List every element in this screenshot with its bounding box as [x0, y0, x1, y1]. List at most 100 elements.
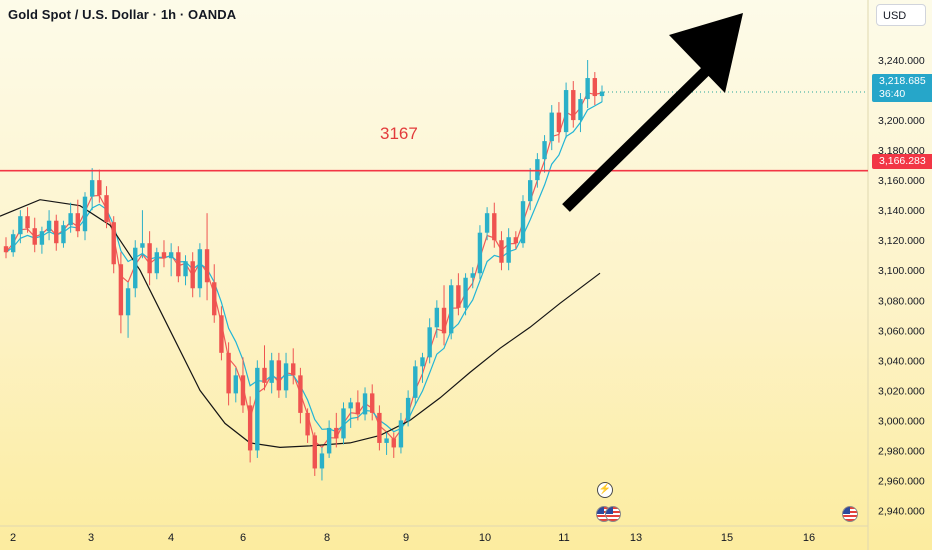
candle — [176, 246, 181, 283]
candle — [25, 207, 30, 233]
candle-body — [434, 307, 440, 328]
candle — [118, 252, 124, 334]
candle — [420, 352, 425, 383]
candle — [341, 402, 346, 445]
candle-body — [133, 247, 138, 289]
candle — [133, 240, 138, 298]
lightning-icon[interactable]: ⚡ — [597, 482, 613, 498]
us-flag-icon[interactable] — [842, 506, 858, 522]
candle — [456, 273, 461, 316]
candle — [334, 412, 339, 448]
candle — [513, 231, 519, 250]
candle-body — [255, 367, 260, 451]
candle — [125, 282, 131, 338]
us-flag-icon[interactable] — [605, 506, 621, 522]
x-tick-label: 8 — [324, 532, 330, 544]
last-price-value: 3,218.685 — [879, 75, 926, 87]
candle-body — [585, 78, 590, 100]
candle-body — [204, 249, 210, 283]
candle — [39, 226, 45, 254]
y-tick-label: 3,080.000 — [878, 295, 925, 307]
candle — [520, 195, 526, 248]
candle-body — [592, 78, 598, 97]
candle — [226, 342, 231, 406]
candle — [599, 85, 605, 103]
candle-body — [46, 220, 52, 232]
currency-button[interactable]: USD — [876, 4, 926, 26]
candle-body — [556, 112, 562, 133]
candle — [398, 412, 404, 454]
candle — [427, 318, 432, 364]
candle — [305, 408, 310, 443]
candle-body — [262, 367, 267, 383]
y-tick-label: 3,140.000 — [878, 205, 925, 217]
candle — [499, 231, 504, 271]
candle-body — [449, 285, 454, 334]
candles — [3, 60, 605, 481]
arrow-head — [669, 13, 743, 93]
candle-body — [269, 360, 274, 383]
y-tick-label: 3,020.000 — [878, 385, 925, 397]
x-tick-label: 13 — [630, 532, 642, 544]
candle — [319, 447, 325, 481]
candle-body — [463, 277, 468, 308]
candle-body — [89, 180, 95, 197]
candle — [140, 210, 145, 259]
candle-body — [384, 438, 389, 443]
candle-body — [477, 232, 483, 274]
candle-body — [513, 237, 519, 244]
x-tick-label: 15 — [721, 532, 733, 544]
x-tick-label: 9 — [403, 532, 409, 544]
candle — [391, 432, 396, 458]
price-axis: 2,940.000 2,960.000 2,980.000 3,000.000 3,02… — [878, 55, 925, 517]
candle-body — [82, 196, 88, 232]
y-tick-label: 3,240.000 — [878, 55, 925, 67]
candle — [255, 360, 260, 458]
candle-body — [319, 453, 325, 469]
candle-body — [147, 243, 152, 274]
x-tick-label: 11 — [558, 532, 569, 544]
candle-body — [520, 201, 526, 244]
candle-body — [247, 405, 253, 451]
candle-body — [276, 360, 282, 391]
symbol-title[interactable]: Gold Spot / U.S. Dollar · 1h · OANDA — [8, 7, 237, 22]
candle — [370, 384, 375, 421]
candle-body — [97, 180, 102, 196]
candle-body — [305, 412, 310, 436]
y-tick-label: 3,160.000 — [878, 175, 925, 187]
candle-body — [527, 180, 533, 202]
candle — [484, 207, 490, 241]
candle-body — [219, 315, 224, 353]
candle-body — [370, 393, 375, 413]
candle — [154, 247, 159, 280]
candle — [269, 352, 274, 394]
candle — [291, 348, 296, 385]
last-price-tag: 3,218.685 36:40 — [872, 74, 932, 102]
candle-body — [542, 141, 547, 160]
bar-countdown: 36:40 — [879, 88, 906, 100]
candle — [405, 390, 411, 427]
candle-body — [212, 282, 217, 316]
candle — [492, 202, 497, 248]
candle — [18, 210, 23, 244]
candle — [585, 60, 590, 109]
candle-body — [283, 363, 289, 391]
candle-body — [362, 393, 368, 415]
candle — [219, 306, 224, 361]
candle — [97, 169, 102, 203]
y-tick-label: 3,040.000 — [878, 355, 925, 367]
y-tick-label: 2,940.000 — [878, 505, 925, 517]
candle — [434, 300, 440, 338]
y-tick-label: 3,100.000 — [878, 265, 925, 277]
candle — [477, 225, 483, 280]
candle-body — [111, 222, 116, 265]
candle — [204, 213, 210, 301]
candle — [161, 240, 167, 268]
candle — [384, 432, 389, 455]
candle — [190, 252, 195, 298]
candle — [413, 360, 418, 406]
candle-body — [3, 246, 9, 253]
candle-body — [104, 195, 109, 223]
candle — [355, 390, 361, 421]
